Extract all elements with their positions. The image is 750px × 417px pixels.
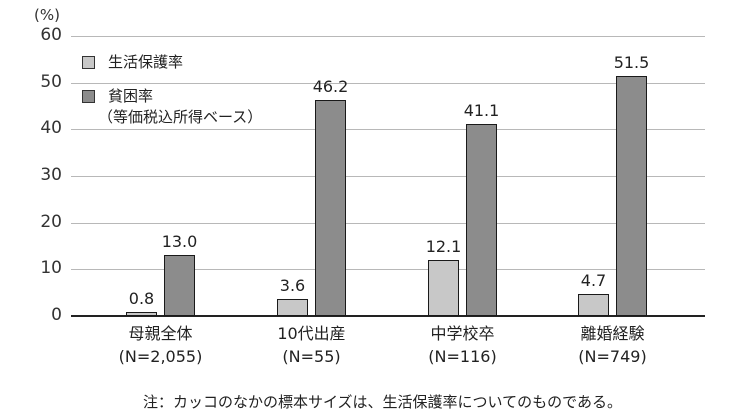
category-sample-size: (N=116) [428, 347, 497, 366]
category-sample-size: (N=2,055) [118, 347, 203, 366]
bar-value-label: 51.5 [613, 53, 650, 72]
bar-welfare-rate [126, 312, 157, 316]
bar-poverty-rate [315, 100, 346, 316]
y-tick-label: 10 [40, 258, 62, 278]
category-sample-size: (N=55) [282, 347, 341, 366]
footnote: 注：カッコのなかの標本サイズは、生活保護率についてのものである。 [143, 393, 622, 411]
gridline [71, 83, 705, 84]
bar-poverty-rate [164, 255, 195, 316]
bar-poverty-rate [616, 76, 647, 316]
legend-swatch-welfare [82, 56, 95, 69]
y-tick-label: 50 [40, 72, 62, 92]
y-tick-label: 60 [40, 25, 62, 45]
bar-value-label: 13.0 [161, 232, 198, 251]
legend-sublabel-poverty: （等価税込所得ベース） [98, 108, 263, 126]
category-label: 10代出産 [277, 324, 346, 343]
category-label: 離婚経験 [580, 324, 645, 343]
legend-swatch-poverty [82, 90, 95, 103]
y-tick-label: 0 [51, 305, 62, 325]
x-axis-baseline [71, 315, 705, 317]
gridline [71, 36, 705, 37]
bar-welfare-rate [578, 294, 609, 316]
gridline [71, 129, 705, 130]
bar-value-label: 0.8 [128, 289, 155, 308]
bar-value-label: 41.1 [463, 101, 500, 120]
bar-value-label: 3.6 [279, 276, 306, 295]
y-tick-label: 20 [40, 212, 62, 232]
y-tick-label: 30 [40, 165, 62, 185]
bar-value-label: 12.1 [425, 237, 462, 256]
gridline [71, 176, 705, 177]
gridline [71, 223, 705, 224]
bar-value-label: 4.7 [580, 271, 607, 290]
bar-welfare-rate [277, 299, 308, 316]
category-label: 母親全体 [128, 324, 193, 343]
category-sample-size: (N=749) [578, 347, 647, 366]
gridline [71, 269, 705, 270]
y-tick-label: 40 [40, 118, 62, 138]
legend-label-welfare: 生活保護率 [108, 53, 184, 71]
bar-value-label: 46.2 [312, 77, 349, 96]
legend-label-poverty: 貧困率 [108, 87, 154, 105]
bar-poverty-rate [466, 124, 497, 316]
bar-welfare-rate [428, 260, 459, 316]
y-axis-unit: (%) [34, 6, 60, 24]
category-label: 中学校卒 [430, 324, 495, 343]
